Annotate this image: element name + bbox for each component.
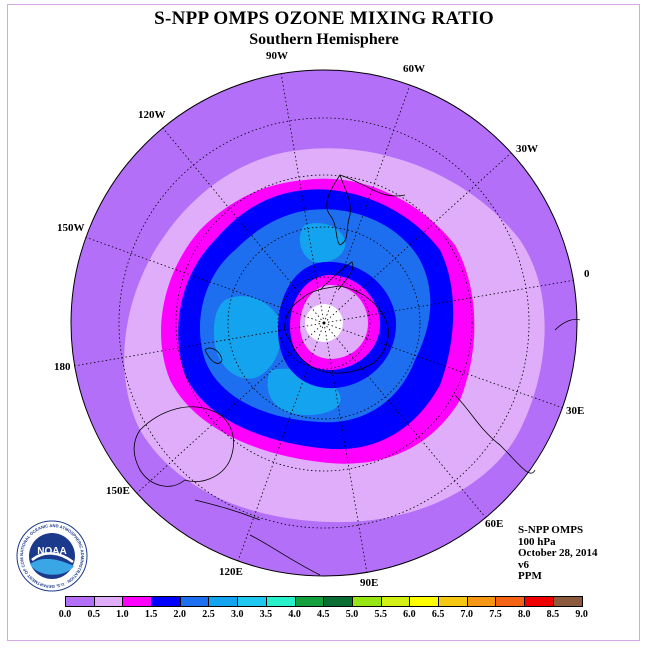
graticule xyxy=(73,72,576,574)
units-label: PPM xyxy=(518,570,542,582)
colorbar-swatch xyxy=(238,597,267,606)
lon-label-90E: 90E xyxy=(360,577,379,589)
new-zealand-coast xyxy=(204,347,223,364)
colorbar-swatch xyxy=(352,597,382,606)
colorbar-tick-label: 6.0 xyxy=(403,609,416,620)
colorbar-swatch xyxy=(467,597,497,606)
date-label: October 28, 2014 xyxy=(518,547,598,559)
map-subtitle: Southern Hemisphere xyxy=(249,31,399,48)
colorbar-tick-label: 3.0 xyxy=(230,609,244,620)
south-america-east-coast xyxy=(339,174,406,197)
colorbar-tick-label: 0.5 xyxy=(87,609,100,620)
latitude-circle-60 xyxy=(175,174,473,472)
colorbar-tick-label: 1.5 xyxy=(144,609,158,620)
antarctic-peninsula xyxy=(319,261,354,291)
south-pole-marker xyxy=(322,321,326,325)
colorbar-swatch xyxy=(94,597,124,606)
contour-band-2.5-3.0-north xyxy=(299,223,346,263)
colorbar-tick-label: 8.5 xyxy=(546,609,560,620)
colorbar-swatch xyxy=(438,597,468,606)
logo-gull xyxy=(31,552,74,564)
colorbar-tick-label: 9.0 xyxy=(575,609,588,620)
colorbar-swatch xyxy=(410,597,439,606)
south-america-coast xyxy=(326,174,351,246)
lon-label-30E: 30E xyxy=(566,405,585,417)
colorbar-swatch xyxy=(324,597,353,606)
instrument-label: S-NPP OMPS xyxy=(518,524,584,536)
latitude-circle-50 xyxy=(118,117,530,529)
colorbar-tick-label: 8.0 xyxy=(517,609,531,620)
lon-label-60E: 60E xyxy=(485,518,504,530)
australia-coast xyxy=(133,406,234,487)
meridian-0 xyxy=(323,279,576,324)
colorbar-swatch xyxy=(209,597,239,606)
colorbar-swatch xyxy=(295,597,325,606)
colorbar-swatch xyxy=(123,597,153,606)
lon-label-180: 180 xyxy=(54,361,71,373)
map-title: S-NPP OMPS OZONE MIXING RATIO xyxy=(154,8,494,29)
colorbar xyxy=(65,596,584,607)
lon-label-150W: 150W xyxy=(57,222,85,234)
version-label: v6 xyxy=(518,558,529,571)
latitude-circle-80 xyxy=(277,276,371,370)
colorbar-swatch xyxy=(525,597,554,606)
colorbar-tick-label: 3.5 xyxy=(259,609,273,620)
indonesia-coast xyxy=(194,499,321,576)
colorbar-tick-label: 1.0 xyxy=(116,609,129,620)
map-disc-border xyxy=(70,69,578,577)
colorbar-tick-label: 7.5 xyxy=(489,609,502,620)
lon-label-120W: 120W xyxy=(138,109,166,121)
colorbar-tick-label: 5.0 xyxy=(345,609,359,620)
colorbar-tick-label: 7.0 xyxy=(460,609,474,620)
colorbar-swatch xyxy=(553,597,583,606)
lon-label-150E: 150E xyxy=(106,485,130,497)
colorbar-tick-label: 5.5 xyxy=(374,609,387,620)
colorbar-tick-label: 6.5 xyxy=(431,609,445,620)
colorbar-swatch xyxy=(66,597,95,606)
latitude-circle-70 xyxy=(227,226,421,420)
metadata-block: S-NPP OMPS 100 hPa October 28, 2014 v6 P… xyxy=(518,524,598,583)
antarctica-coast xyxy=(284,285,389,374)
colorbar-swatch xyxy=(152,597,181,606)
logo-wordmark: NOAA xyxy=(37,546,66,557)
contour-band-2.5-3.0-west xyxy=(213,296,282,379)
colorbar-swatch xyxy=(180,597,210,606)
logo-wave xyxy=(30,558,74,575)
colorbar-swatch xyxy=(381,597,411,606)
lon-label-30W: 30W xyxy=(516,143,538,155)
colorbar-swatch xyxy=(266,597,296,606)
lon-label-90W: 90W xyxy=(266,50,288,62)
colorbar-tick-label: 0.0 xyxy=(58,609,72,620)
lon-label-120E: 120E xyxy=(219,566,243,578)
colorbar-ticks: 0.0 0.5 1.0 1.5 2.0 2.5 3.0 3.5 4.0 4.5 5.0 5.5 6.0 6… xyxy=(52,609,612,623)
colorbar-swatch xyxy=(496,597,525,606)
colorbar-tick-label: 4.0 xyxy=(288,609,301,620)
colorbar-tick-label: 4.5 xyxy=(317,609,330,620)
colorbar-tick-label: 2.0 xyxy=(173,609,187,620)
pressure-level-label: 100 hPa xyxy=(518,535,556,548)
noaa-logo: NATIONAL OCEANIC AND ATMOSPHERIC ADMINIS… xyxy=(16,520,88,592)
lon-label-60W: 60W xyxy=(403,63,425,75)
figure-frame xyxy=(7,4,640,641)
colorbar-tick-label: 2.5 xyxy=(202,609,215,620)
lon-label-0: 0 xyxy=(584,268,590,280)
